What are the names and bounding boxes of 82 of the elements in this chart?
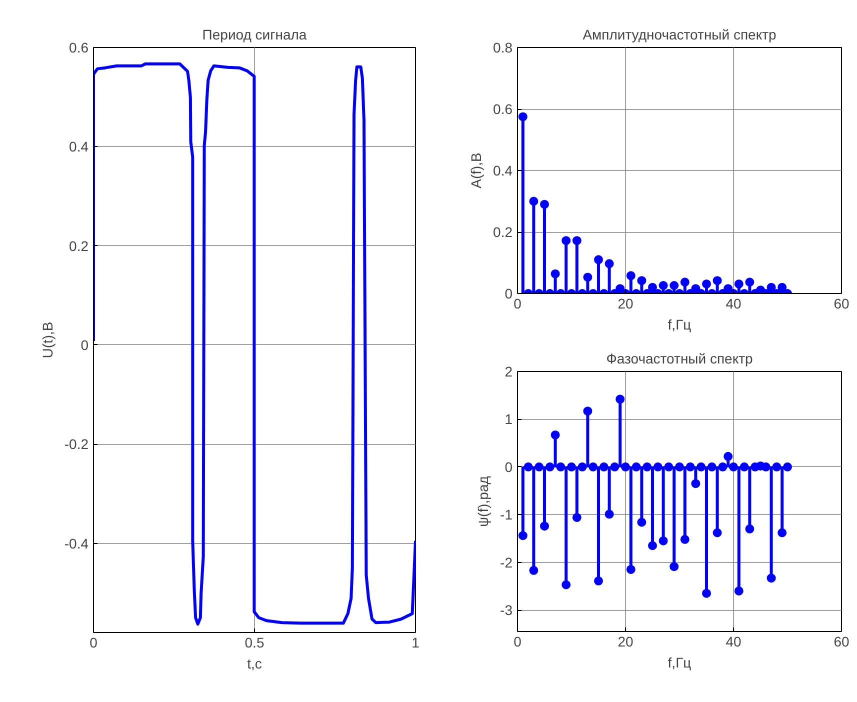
x-tick-label: 20 bbox=[618, 634, 634, 650]
point bbox=[529, 566, 538, 575]
point bbox=[783, 462, 792, 472]
x-tick-label: 60 bbox=[834, 634, 850, 650]
point bbox=[604, 510, 614, 519]
y-tick-label: -0.4 bbox=[64, 535, 89, 552]
y-tick-label: -1 bbox=[500, 506, 513, 523]
y-tick-label: 0.2 bbox=[493, 224, 513, 240]
point bbox=[545, 462, 554, 472]
y-tick-label: 0 bbox=[504, 286, 513, 302]
point bbox=[610, 462, 620, 472]
point bbox=[734, 586, 744, 596]
point bbox=[686, 462, 695, 472]
point bbox=[670, 562, 679, 572]
point bbox=[680, 534, 690, 544]
point bbox=[766, 574, 776, 583]
point bbox=[658, 536, 668, 546]
point bbox=[745, 524, 754, 534]
point bbox=[594, 576, 603, 586]
point bbox=[653, 462, 662, 472]
point bbox=[578, 462, 587, 472]
y-tick-label: 2 bbox=[504, 364, 513, 380]
point bbox=[583, 406, 592, 416]
point bbox=[712, 528, 722, 538]
x-axis-title: f,Гц bbox=[668, 316, 692, 332]
point bbox=[778, 528, 787, 538]
y-tick-label: 0.2 bbox=[69, 238, 89, 254]
point bbox=[534, 462, 544, 472]
point bbox=[588, 462, 598, 472]
chart-title: Фазочастотный спектр bbox=[606, 350, 754, 366]
point bbox=[632, 462, 641, 472]
y-tick-label: 0.4 bbox=[69, 138, 89, 155]
y-tick-label: 0 bbox=[80, 336, 89, 353]
point bbox=[572, 512, 582, 522]
chart-title: Амплитудночастотный спектр bbox=[582, 26, 777, 42]
point bbox=[691, 479, 700, 488]
y-tick-label: 0.6 bbox=[493, 101, 513, 117]
point bbox=[648, 541, 657, 550]
y-axis-title: ψ(f),рад bbox=[475, 476, 492, 527]
point bbox=[599, 462, 608, 472]
y-tick-label: 0.8 bbox=[493, 40, 513, 56]
point bbox=[664, 462, 674, 472]
x-tick-label: 0.5 bbox=[244, 634, 264, 650]
point bbox=[567, 462, 576, 472]
point bbox=[707, 462, 716, 472]
y-axis-title: A(f),B bbox=[468, 152, 484, 188]
point bbox=[637, 518, 646, 527]
point bbox=[556, 462, 566, 472]
point bbox=[696, 462, 706, 472]
point bbox=[772, 462, 782, 472]
point bbox=[626, 564, 636, 574]
point bbox=[729, 462, 738, 472]
y-tick-label: -2 bbox=[500, 554, 513, 570]
x-tick-label: 20 bbox=[618, 296, 634, 312]
point bbox=[540, 522, 549, 531]
point bbox=[562, 580, 571, 590]
x-tick-label: 40 bbox=[726, 634, 742, 650]
y-tick-label: 1 bbox=[504, 411, 513, 428]
point bbox=[616, 394, 625, 404]
x-tick-label: 1 bbox=[412, 634, 420, 650]
y-tick-label: 0.4 bbox=[493, 162, 513, 178]
point bbox=[642, 462, 652, 472]
point bbox=[702, 588, 711, 598]
chart-title: Период сигнала bbox=[202, 26, 307, 42]
point bbox=[718, 462, 728, 472]
y-tick-label: 0 bbox=[504, 458, 513, 475]
x-tick-label: 60 bbox=[834, 296, 850, 312]
x-axis-title: t,c bbox=[247, 656, 262, 672]
point bbox=[524, 462, 533, 472]
y-tick-label: -0.2 bbox=[64, 436, 89, 452]
point bbox=[518, 531, 528, 540]
point bbox=[724, 452, 733, 461]
y-tick-label: -3 bbox=[500, 602, 513, 618]
x-axis-title: f,Гц bbox=[668, 654, 692, 670]
point bbox=[675, 462, 684, 472]
y-tick-label: 0.6 bbox=[69, 40, 89, 56]
point bbox=[621, 462, 630, 472]
x-tick-label: 40 bbox=[726, 296, 742, 312]
line-series bbox=[94, 62, 416, 626]
point bbox=[550, 430, 560, 440]
y-axis-title: U(t),B bbox=[39, 322, 56, 358]
point bbox=[740, 462, 749, 472]
